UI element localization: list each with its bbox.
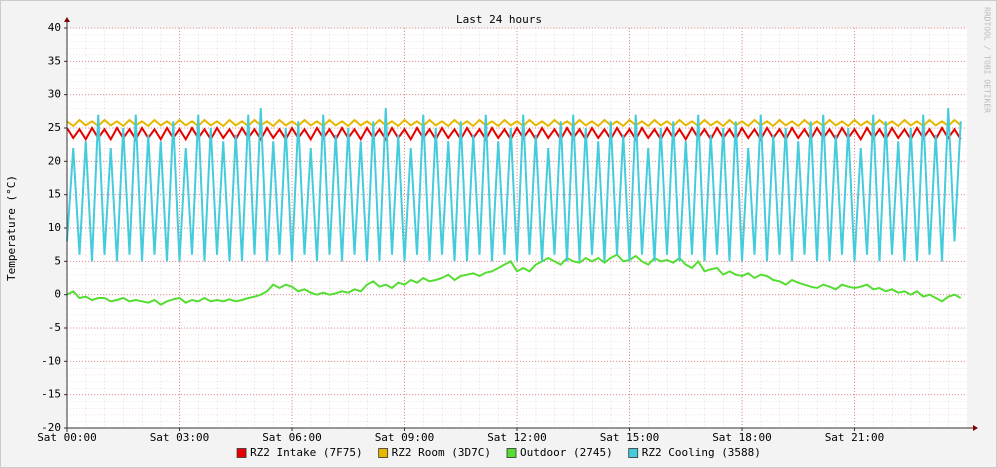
legend-item: RZ2 Intake (7F75)	[236, 446, 363, 459]
legend-label: RZ2 Intake (7F75)	[250, 446, 363, 459]
legend-item: RZ2 Room (3D7C)	[378, 446, 491, 459]
x-tick-label: Sat 21:00	[825, 431, 885, 444]
legend-item: RZ2 Cooling (3588)	[628, 446, 761, 459]
y-tick-label: 10	[48, 221, 61, 234]
legend-swatch	[506, 448, 517, 458]
x-tick-label: Sat 03:00	[150, 431, 210, 444]
axes: -20 -15 -10 -5 0 5 10 15 20 25 30 35 40 Sat 00:00 Sat …	[37, 17, 978, 444]
y-tick-label: 30	[48, 88, 61, 101]
legend-label: RZ2 Room (3D7C)	[392, 446, 491, 459]
x-tick-label: Sat 06:00	[262, 431, 322, 444]
y-tick-label: -10	[41, 354, 61, 367]
watermark: RRDTOOL / TOBI OETIKER	[983, 7, 992, 113]
y-axis-label: Temperature (°C)	[5, 175, 18, 281]
legend-swatch	[628, 448, 639, 458]
x-tick-label: Sat 15:00	[600, 431, 660, 444]
y-arrow	[64, 17, 70, 22]
x-tick-label: Sat 09:00	[375, 431, 435, 444]
series-line	[66, 253, 962, 306]
y-tick-label: -5	[48, 321, 61, 334]
y-tick-label: 40	[48, 21, 61, 34]
chart-title: Last 24 hours	[456, 13, 542, 26]
legend: RZ2 Intake (7F75) RZ2 Room (3D7C) Outdoor …	[236, 446, 761, 459]
y-tick-label: -20	[41, 421, 61, 434]
x-tick-label: Sat 18:00	[712, 431, 772, 444]
y-tick-label: 5	[54, 254, 61, 267]
y-tick-label: 35	[48, 54, 61, 67]
lines	[66, 107, 962, 306]
series-line	[66, 107, 962, 262]
y-tick-label: 20	[48, 154, 61, 167]
x-arrow	[973, 425, 978, 431]
x-tick-label: Sat 00:00	[37, 431, 97, 444]
y-tick-label: 25	[48, 121, 61, 134]
y-tick-label: 15	[48, 188, 61, 201]
legend-swatch	[236, 448, 247, 458]
legend-label: RZ2 Cooling (3588)	[642, 446, 761, 459]
legend-swatch	[378, 448, 389, 458]
y-tick-label: 0	[54, 288, 61, 301]
x-tick-label: Sat 12:00	[487, 431, 547, 444]
legend-label: Outdoor (2745)	[520, 446, 613, 459]
legend-item: Outdoor (2745)	[506, 446, 613, 459]
y-tick-label: -15	[41, 388, 61, 401]
